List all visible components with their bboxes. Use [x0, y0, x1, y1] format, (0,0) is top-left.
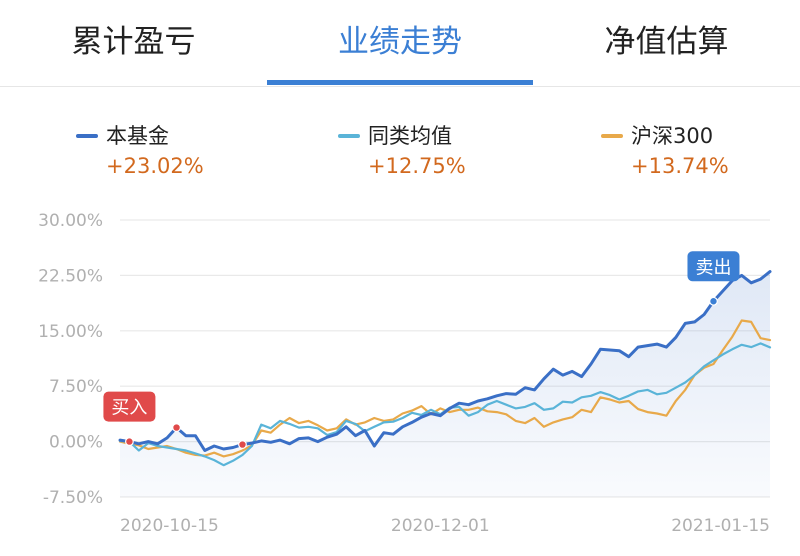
- series-area-fund: [120, 271, 770, 497]
- tab-cumulative-pnl[interactable]: 累计盈亏: [71, 24, 196, 60]
- x-tick-label: 2020-10-15: [120, 516, 219, 536]
- performance-chart: 买入 卖出 30.00% 22.50% 15.00% 7.50% 0.00% -7.50% 2…: [38, 211, 772, 536]
- series-line-0: [118, 270, 772, 452]
- active-tab-indicator: [267, 80, 533, 85]
- x-tick-label: 2021-01-15: [671, 516, 770, 536]
- tab-performance-trend[interactable]: 业绩走势: [338, 24, 462, 60]
- x-tick-label: 2020-12-01: [391, 516, 490, 536]
- legend-name-csi300: 沪深300: [631, 124, 714, 148]
- y-tick-label: 15.00%: [38, 322, 103, 342]
- y-tick-label: 22.50%: [38, 266, 103, 286]
- legend-name-peer-average: 同类均值: [368, 124, 452, 148]
- y-tick-label: -7.50%: [43, 488, 103, 508]
- badge-background: [103, 391, 156, 422]
- badge-label: 卖出: [695, 257, 731, 278]
- buy-point-marker[interactable]: [125, 437, 134, 447]
- legend-swatch-peer-average: [338, 134, 360, 138]
- legend-swatch-fund: [76, 134, 98, 138]
- tab-bar: 累计盈亏 业绩走势 净值估算: [0, 0, 800, 87]
- badge-label: 买入: [111, 398, 147, 419]
- legend-value-peer-average: +12.75%: [368, 154, 466, 178]
- legend-value-fund: +23.02%: [106, 154, 204, 178]
- y-tick-label: 30.00%: [38, 211, 103, 231]
- legend-value-csi300: +13.74%: [631, 154, 729, 178]
- legend-name-fund: 本基金: [106, 124, 169, 148]
- y-tick-label: 7.50%: [49, 377, 103, 397]
- sell-point-marker[interactable]: [709, 296, 718, 306]
- y-tick-label: 0.00%: [49, 433, 103, 453]
- buy-point-marker[interactable]: [172, 423, 181, 432]
- buy-point-marker[interactable]: [238, 440, 247, 449]
- tab-nav-estimate[interactable]: 净值估算: [604, 24, 729, 60]
- sell-badge[interactable]: 卖出: [687, 251, 740, 282]
- badge-background: [687, 251, 740, 282]
- buy-badge[interactable]: 买入: [103, 391, 156, 422]
- legend-swatch-csi300: [601, 134, 623, 138]
